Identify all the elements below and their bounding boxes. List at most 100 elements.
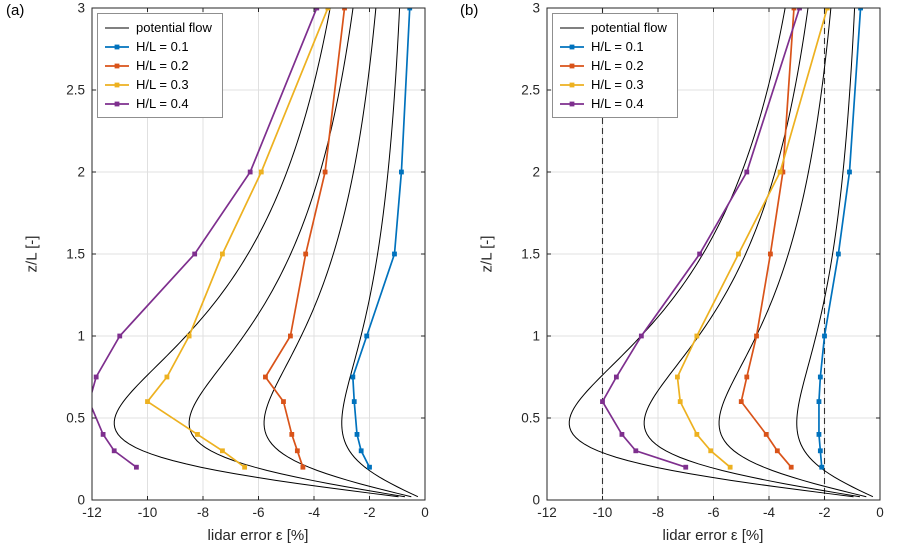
series-marker xyxy=(736,251,741,257)
legend-label: H/L = 0.3 xyxy=(136,77,189,92)
x-tick-label: -2 xyxy=(818,505,830,520)
series-marker xyxy=(754,333,759,339)
legend-marker xyxy=(569,63,575,68)
series-marker xyxy=(322,169,328,175)
series-marker xyxy=(300,464,306,470)
series-marker xyxy=(816,432,822,437)
series-marker xyxy=(392,251,397,257)
y-tick-label: 2 xyxy=(77,165,85,180)
series-marker xyxy=(677,399,683,404)
x-tick-label: -12 xyxy=(537,505,557,520)
x-tick-label: 0 xyxy=(421,505,429,520)
x-tick-label: 0 xyxy=(876,505,884,520)
plot-panel-a: -12 -10 -8 -6 -4 -2 0 0 0.5 1 1.5 2 2.5 3 xyxy=(66,1,429,521)
series-marker xyxy=(777,169,783,175)
series-marker xyxy=(738,399,744,404)
y-tick-label: 3 xyxy=(532,1,540,16)
series-marker xyxy=(195,432,200,437)
series-marker xyxy=(303,251,309,257)
legend-item-1: H/L = 0.1 xyxy=(105,37,212,56)
legend-item-2: H/L = 0.2 xyxy=(560,56,667,75)
series-marker xyxy=(727,464,733,470)
series-marker xyxy=(835,251,841,257)
series-marker xyxy=(708,448,714,454)
series-marker xyxy=(247,169,253,175)
potential-flow-curve xyxy=(568,8,854,498)
potential-flow-curve xyxy=(718,8,867,498)
legend-line-sample xyxy=(560,27,584,28)
y-tick-label: 1.5 xyxy=(521,247,540,262)
legend-marker xyxy=(569,82,575,87)
series-marker xyxy=(314,8,320,11)
x-axis-label-a: lidar error ε [%] xyxy=(207,527,309,544)
x-tick-label: -10 xyxy=(593,505,613,520)
series-marker xyxy=(797,8,802,11)
y-tick-label: 2 xyxy=(532,165,540,180)
legend-b: potential flow H/L = 0.1 H/L = 0.2 H/L = 0.… xyxy=(552,13,678,118)
series-marker xyxy=(263,374,268,380)
x-tick-label: -10 xyxy=(138,505,158,520)
series-marker xyxy=(186,333,192,339)
legend-item-0: potential flow xyxy=(105,18,212,37)
series-marker xyxy=(288,333,293,339)
series-marker xyxy=(817,374,823,380)
legend-marker xyxy=(114,63,120,68)
series-marker xyxy=(145,399,150,404)
series-marker xyxy=(93,374,99,380)
legend-marker xyxy=(569,44,575,49)
series-marker xyxy=(367,464,372,470)
series-marker xyxy=(694,333,700,339)
y-tick-label: 1 xyxy=(532,329,540,344)
series-marker xyxy=(858,8,863,11)
series-marker xyxy=(342,8,347,11)
x-tick-label: -12 xyxy=(82,505,102,520)
potential-flow-curve xyxy=(796,8,874,498)
series-marker xyxy=(364,333,370,339)
y-tick-label: 0 xyxy=(77,493,85,508)
series-marker xyxy=(289,432,295,437)
series-marker xyxy=(600,399,605,404)
series-marker xyxy=(258,169,264,175)
series-marker xyxy=(619,432,625,437)
y-tick-label: 1.5 xyxy=(66,247,85,262)
series-marker xyxy=(694,432,700,437)
series-marker xyxy=(325,8,331,11)
legend-label: H/L = 0.1 xyxy=(591,39,644,54)
legend-label: H/L = 0.4 xyxy=(591,96,644,111)
y-axis-label-a: z/L [-] xyxy=(23,235,41,273)
x-tick-label: -4 xyxy=(763,505,775,520)
x-tick-label: -8 xyxy=(652,505,664,520)
legend-line-sample xyxy=(105,63,129,68)
legend-line-sample xyxy=(560,82,584,87)
series-marker xyxy=(134,464,139,470)
potential-flow-curve xyxy=(263,8,412,498)
legend-a: potential flow H/L = 0.1 H/L = 0.2 H/L = 0.… xyxy=(97,13,223,118)
legend-label: H/L = 0.4 xyxy=(136,96,189,111)
series-marker xyxy=(399,169,404,175)
series-marker xyxy=(817,448,823,454)
legend-label: H/L = 0.3 xyxy=(591,77,644,92)
series-marker xyxy=(613,374,619,380)
y-tick-label: 0.5 xyxy=(521,411,540,426)
series-marker xyxy=(633,448,639,454)
legend-marker xyxy=(114,44,120,49)
legend-line-sample xyxy=(560,44,584,49)
x-tick-label: -8 xyxy=(197,505,209,520)
series-marker xyxy=(281,399,286,404)
legend-line-sample xyxy=(560,101,584,106)
panel-b-label: (b) xyxy=(460,2,479,19)
legend-marker xyxy=(114,101,120,106)
x-tick-label: -6 xyxy=(252,505,264,520)
legend-line-sample xyxy=(105,101,129,106)
potential-flow-curve xyxy=(341,8,419,498)
legend-marker xyxy=(114,82,120,87)
y-tick-label: 3 xyxy=(77,1,85,16)
x-tick-label: -2 xyxy=(363,505,375,520)
legend-item-3: H/L = 0.3 xyxy=(560,75,667,94)
series-marker xyxy=(697,251,703,257)
legend-label: H/L = 0.2 xyxy=(136,58,189,73)
series-marker xyxy=(192,251,198,257)
legend-item-4: H/L = 0.4 xyxy=(105,94,212,113)
series-marker xyxy=(788,464,794,470)
legend-line-sample xyxy=(560,63,584,68)
